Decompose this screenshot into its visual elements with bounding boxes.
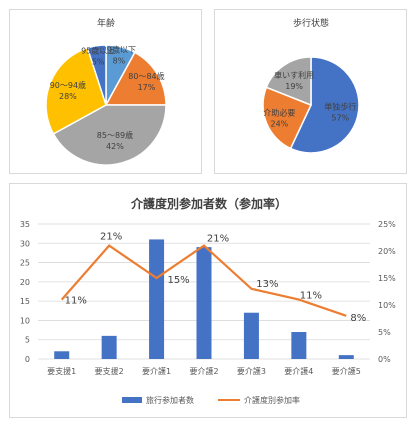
walk-slice-name-2: 介助必要 xyxy=(263,108,295,118)
care-level-chart-panel: 介護度別参加者数（参加率） 0 5 10 15 20 25 30 35 0% 5% 10% 15% 20%… xyxy=(9,183,407,418)
walk-slice-2 xyxy=(262,86,313,150)
y-tick-20: 20 xyxy=(20,278,30,287)
x-tick-3: 要介護1 xyxy=(142,366,171,376)
y-tick-10: 10 xyxy=(20,316,30,325)
rate-label-5: 13% xyxy=(256,279,278,290)
age-slice-4 xyxy=(45,46,107,135)
x-tick-5: 要介護3 xyxy=(237,366,266,376)
age-slice-name-2: 80～84歳 xyxy=(128,71,164,81)
age-slice-5 xyxy=(86,44,107,106)
bar-2 xyxy=(101,335,117,359)
rate-label-1: 11% xyxy=(65,296,87,307)
x-tick-4: 要介護2 xyxy=(189,366,218,376)
bar-1 xyxy=(54,351,70,359)
age-slice-pct-2: 17% xyxy=(138,83,156,92)
rate-label-2: 21% xyxy=(100,232,122,243)
rate-label-6: 11% xyxy=(300,291,322,302)
legend-bar-swatch xyxy=(122,397,142,403)
y-tick-30: 30 xyxy=(20,239,30,248)
bar-5 xyxy=(243,312,259,359)
y-tick-25: 25 xyxy=(20,259,30,268)
age-slice-name-1: 79歳以下 xyxy=(102,45,136,55)
walk-title: 歩行状態 xyxy=(293,17,329,29)
age-slice-pct-4: 28% xyxy=(59,92,77,101)
x-tick-7: 要介護5 xyxy=(332,366,361,376)
legend-line-label: 介護度別参加率 xyxy=(244,395,300,405)
y-tick-35: 35 xyxy=(20,220,30,229)
age-slice-pct-3: 42% xyxy=(106,142,124,151)
age-slice-pct-1: 8% xyxy=(113,57,126,66)
age-slice-2 xyxy=(104,51,167,106)
care-level-combo-chart: 介護度別参加者数（参加率） 0 5 10 15 20 25 30 35 0% 5% 10% 15% 20%… xyxy=(20,196,396,405)
walk-slice-name-3: 車いす利用 xyxy=(274,70,314,80)
bar-7 xyxy=(338,355,354,359)
walk-slice-pct-3: 19% xyxy=(285,82,303,91)
age-title: 年齢 xyxy=(97,17,115,29)
age-slice-pct-5: 5% xyxy=(92,58,105,67)
bar-6 xyxy=(291,332,307,359)
age-slice-name-3: 85～89歳 xyxy=(97,130,133,140)
age-slice-name-4: 90～94歳 xyxy=(50,80,86,90)
age-chart-panel: 年齢 79歳以下 8% 80～84歳 17% 85～89歳 42% 90～94歳 28% 95歳以… xyxy=(9,9,202,174)
x-tick-2: 要支援2 xyxy=(95,366,124,376)
x-tick-6: 要介護4 xyxy=(284,366,313,376)
walk-slice-pct-2: 24% xyxy=(270,120,288,129)
y2-tick-0: 0% xyxy=(378,355,391,364)
y2-tick-4: 20% xyxy=(378,247,396,256)
y-tick-5: 5 xyxy=(25,336,30,345)
y2-tick-1: 5% xyxy=(378,328,391,337)
age-slice-3 xyxy=(52,104,167,166)
y2-tick-3: 15% xyxy=(378,274,396,283)
bar-3 xyxy=(149,239,165,359)
y2-tick-5: 25% xyxy=(378,220,396,229)
rate-line xyxy=(60,244,347,317)
y-tick-15: 15 xyxy=(20,297,30,306)
walk-slice-name-1: 単独歩行 xyxy=(324,102,356,112)
combo-title: 介護度別参加者数（参加率） xyxy=(130,196,287,211)
y-tick-0: 0 xyxy=(25,355,30,364)
walk-slice-1 xyxy=(289,56,360,154)
x-tick-1: 要支援1 xyxy=(47,366,76,376)
age-pie-chart: 年齢 79歳以下 8%80～84歳 17% 85～89歳 42% 90～94歳 28% 95歳以… xyxy=(45,17,167,166)
walk-slice-pct-1: 57% xyxy=(331,114,349,123)
bar-4 xyxy=(196,247,212,359)
y2-tick-2: 10% xyxy=(378,301,396,310)
rate-label-7: 8% xyxy=(350,313,366,324)
rate-label-3: 15% xyxy=(167,275,189,286)
walking-chart-panel: 歩行状態単独歩行 57% 介助必要 24% 車いす利用 19% xyxy=(214,9,407,174)
rate-label-4: 21% xyxy=(207,234,229,245)
age-slice-name-5: 95歳以上 xyxy=(81,46,115,56)
walk-slice-3 xyxy=(265,56,312,107)
legend-bar-label: 旅行参加者数 xyxy=(146,395,194,405)
